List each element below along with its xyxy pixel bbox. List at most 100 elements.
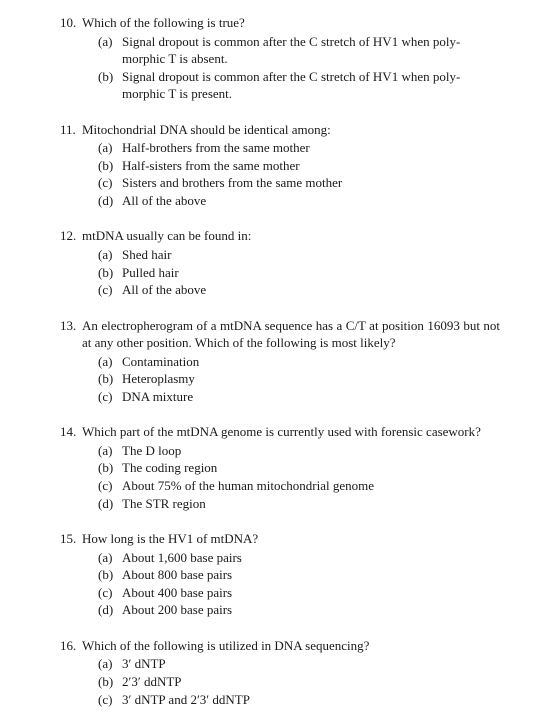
options-list: (a)About 1,600 base pairs (b)About 800 b… <box>98 549 500 619</box>
option-label: (a) <box>98 139 122 157</box>
question-text: An electropherogram of a mtDNA sequence … <box>82 317 500 352</box>
option-b: (b)2′3′ ddNTP <box>98 673 500 691</box>
page-content: 10. Which of the following is true? (a) … <box>0 0 540 728</box>
option-b: (b)The coding region <box>98 459 500 477</box>
question-number: 13. <box>60 317 82 335</box>
option-c: (c)Sisters and brothers from the same mo… <box>98 174 500 192</box>
option-a: (a)Shed hair <box>98 246 500 264</box>
question-text: Which part of the mtDNA genome is curren… <box>82 423 500 441</box>
option-text: Shed hair <box>122 246 500 264</box>
option-label: (c) <box>98 584 122 602</box>
option-label: (a) <box>98 353 122 371</box>
option-label: (c) <box>98 477 122 495</box>
option-text: About 200 base pairs <box>122 601 500 619</box>
option-label: (a) <box>98 655 122 673</box>
question-text: Which of the following is true? <box>82 14 500 32</box>
option-label: (b) <box>98 673 122 691</box>
option-c: (c)About 400 base pairs <box>98 584 500 602</box>
option-label: (a) <box>98 442 122 460</box>
question-text: mtDNA usually can be found in: <box>82 227 500 245</box>
question-13: 13. An electropherogram of a mtDNA seque… <box>60 317 500 406</box>
option-text: About 1,600 base pairs <box>122 549 500 567</box>
option-b: (b)Heteroplasmy <box>98 370 500 388</box>
question-stem: 14. Which part of the mtDNA genome is cu… <box>60 423 500 441</box>
question-text: How long is the HV1 of mtDNA? <box>82 530 500 548</box>
question-stem: 15. How long is the HV1 of mtDNA? <box>60 530 500 548</box>
question-stem: 16. Which of the following is utilized i… <box>60 637 500 655</box>
options-list: (a)The D loop (b)The coding region (c)Ab… <box>98 442 500 512</box>
question-number: 11. <box>60 121 82 139</box>
options-list: (a) Signal dropout is common after the C… <box>98 33 500 103</box>
option-b: (b)Pulled hair <box>98 264 500 282</box>
option-label: (a) <box>98 549 122 567</box>
option-text: About 800 base pairs <box>122 566 500 584</box>
option-text: Signal dropout is common after the C str… <box>122 68 500 86</box>
option-a: (a)Contamination <box>98 353 500 371</box>
option-c: (c)About 75% of the human mitochondrial … <box>98 477 500 495</box>
option-text: Pulled hair <box>122 264 500 282</box>
question-number: 15. <box>60 530 82 548</box>
question-number: 10. <box>60 14 82 32</box>
option-text: The coding region <box>122 459 500 477</box>
question-16: 16. Which of the following is utilized i… <box>60 637 500 708</box>
option-c: (c)3′ dNTP and 2′3′ ddNTP <box>98 691 500 709</box>
option-c: (c)All of the above <box>98 281 500 299</box>
question-stem: 12. mtDNA usually can be found in: <box>60 227 500 245</box>
options-list: (a)3′ dNTP (b)2′3′ ddNTP (c)3′ dNTP and … <box>98 655 500 708</box>
option-text: The STR region <box>122 495 500 513</box>
option-continuation: morphic T is present. <box>98 85 500 103</box>
option-text: Half-brothers from the same mother <box>122 139 500 157</box>
option-text: Half-sisters from the same mother <box>122 157 500 175</box>
question-14: 14. Which part of the mtDNA genome is cu… <box>60 423 500 512</box>
option-b: (b)About 800 base pairs <box>98 566 500 584</box>
question-11: 11. Mitochondrial DNA should be identica… <box>60 121 500 210</box>
option-text: About 75% of the human mitochondrial gen… <box>122 477 500 495</box>
option-a: (a)About 1,600 base pairs <box>98 549 500 567</box>
option-label: (b) <box>98 566 122 584</box>
question-number: 12. <box>60 227 82 245</box>
option-label: (d) <box>98 192 122 210</box>
option-text: 2′3′ ddNTP <box>122 673 500 691</box>
option-continuation: morphic T is absent. <box>98 50 500 68</box>
option-text: Heteroplasmy <box>122 370 500 388</box>
option-text: All of the above <box>122 281 500 299</box>
option-c: (c)DNA mixture <box>98 388 500 406</box>
option-d: (d)All of the above <box>98 192 500 210</box>
option-label: (c) <box>98 281 122 299</box>
option-label: (c) <box>98 691 122 709</box>
question-12: 12. mtDNA usually can be found in: (a)Sh… <box>60 227 500 298</box>
question-number: 14. <box>60 423 82 441</box>
option-label: (b) <box>98 370 122 388</box>
question-text: Which of the following is utilized in DN… <box>82 637 500 655</box>
option-label: (a) <box>98 33 122 51</box>
option-label: (c) <box>98 174 122 192</box>
option-label: (b) <box>98 264 122 282</box>
option-text: Signal dropout is common after the C str… <box>122 33 500 51</box>
options-list: (a)Half-brothers from the same mother (b… <box>98 139 500 209</box>
option-label: (d) <box>98 601 122 619</box>
option-a: (a)Half-brothers from the same mother <box>98 139 500 157</box>
option-label: (a) <box>98 246 122 264</box>
option-d: (d)The STR region <box>98 495 500 513</box>
option-label: (c) <box>98 388 122 406</box>
option-b: (b) Signal dropout is common after the C… <box>98 68 500 86</box>
option-text: The D loop <box>122 442 500 460</box>
question-10: 10. Which of the following is true? (a) … <box>60 14 500 103</box>
option-a: (a)3′ dNTP <box>98 655 500 673</box>
question-number: 16. <box>60 637 82 655</box>
options-list: (a)Shed hair (b)Pulled hair (c)All of th… <box>98 246 500 299</box>
option-label: (b) <box>98 157 122 175</box>
option-text: Sisters and brothers from the same mothe… <box>122 174 500 192</box>
option-label: (b) <box>98 68 122 86</box>
question-15: 15. How long is the HV1 of mtDNA? (a)Abo… <box>60 530 500 619</box>
question-stem: 10. Which of the following is true? <box>60 14 500 32</box>
option-text: All of the above <box>122 192 500 210</box>
option-a: (a) Signal dropout is common after the C… <box>98 33 500 51</box>
option-text: Contamination <box>122 353 500 371</box>
option-label: (d) <box>98 495 122 513</box>
option-label: (b) <box>98 459 122 477</box>
question-stem: 11. Mitochondrial DNA should be identica… <box>60 121 500 139</box>
option-text: 3′ dNTP and 2′3′ ddNTP <box>122 691 500 709</box>
option-text: About 400 base pairs <box>122 584 500 602</box>
question-text: Mitochondrial DNA should be identical am… <box>82 121 500 139</box>
